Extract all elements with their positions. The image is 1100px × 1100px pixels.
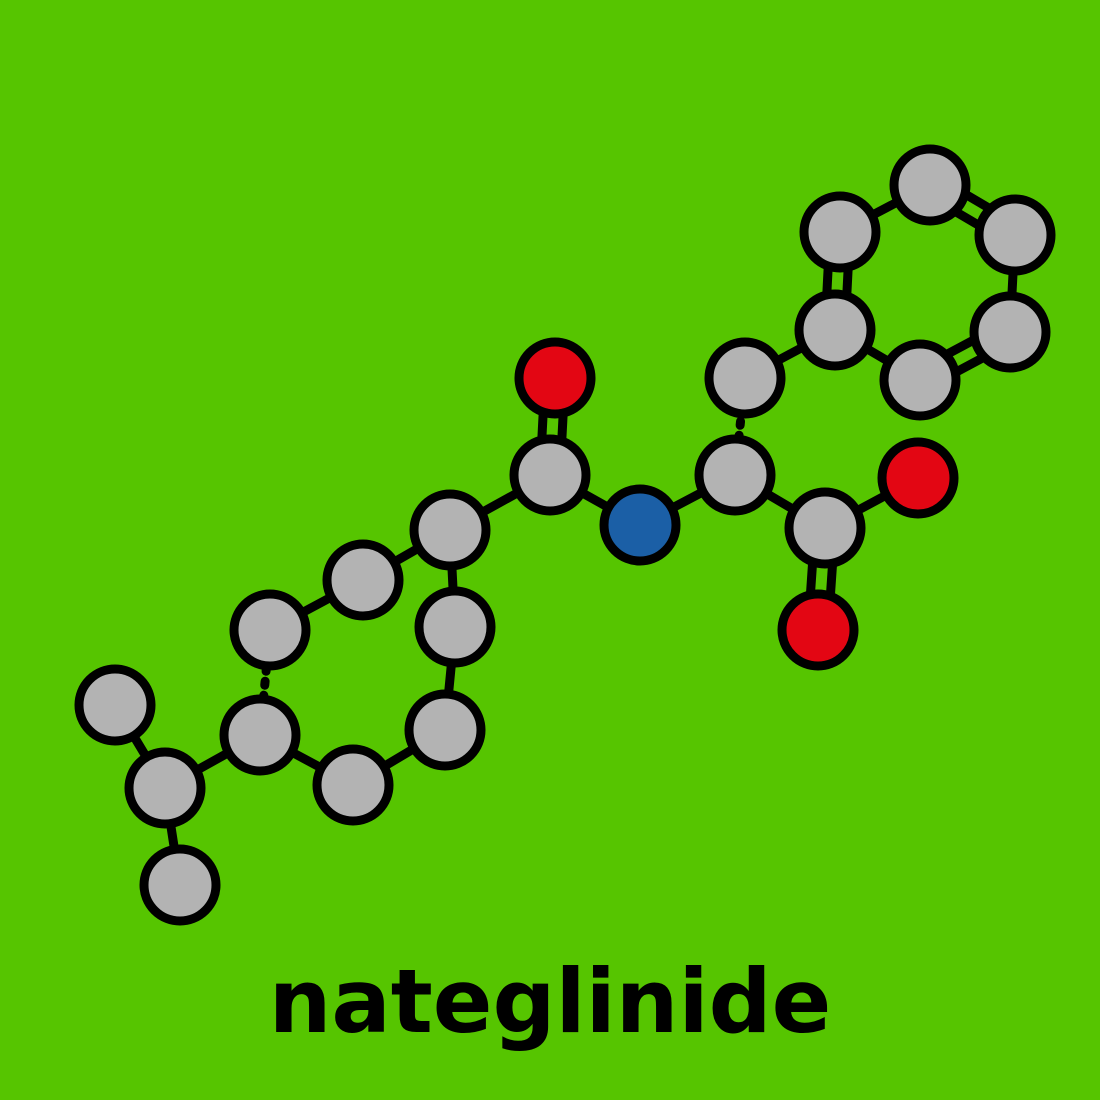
atom-c [144, 849, 216, 921]
atom-c [79, 669, 151, 741]
molecule-name-label: nateglinide [0, 950, 1100, 1053]
atom-c [409, 694, 481, 766]
atom-c [894, 149, 966, 221]
atom-c [514, 439, 586, 511]
atom-c [804, 196, 876, 268]
bond-double [827, 267, 828, 293]
atom-c [979, 199, 1051, 271]
bond-double [947, 340, 973, 354]
atom-c [699, 439, 771, 511]
bond-dashed [263, 666, 266, 699]
bond-double [956, 212, 979, 225]
bond-single [292, 752, 322, 768]
molecule-diagram: nateglinide [0, 0, 1100, 1100]
bond-double [966, 195, 989, 208]
bond-single [766, 493, 794, 509]
atom-c [129, 752, 201, 824]
atom-c [327, 544, 399, 616]
bond-single [581, 492, 608, 507]
bond-single [384, 748, 414, 766]
bond-double [542, 413, 543, 438]
molecule-svg [0, 0, 1100, 1100]
atom-o [782, 594, 854, 666]
atom-c [789, 492, 861, 564]
bond-single [448, 663, 451, 694]
atom-c [709, 342, 781, 414]
bond-double [810, 563, 812, 593]
bond-single [196, 753, 228, 771]
atom-c [799, 294, 871, 366]
atom-c [419, 591, 491, 663]
bond-double [562, 414, 563, 439]
bond-double [830, 565, 832, 595]
atom-c [884, 344, 956, 416]
bond-single [302, 597, 332, 613]
atom-o [519, 342, 591, 414]
bond-single [482, 492, 519, 512]
atom-c [317, 749, 389, 821]
atom-c [414, 494, 486, 566]
atom-c [234, 594, 306, 666]
atom-c [224, 699, 296, 771]
atom-n [604, 489, 676, 561]
atom-c [974, 296, 1046, 368]
bond-single [672, 492, 703, 508]
bond-single [857, 495, 887, 511]
atoms-layer [79, 149, 1051, 921]
bond-double [847, 268, 848, 294]
atom-o [882, 442, 954, 514]
bond-double [956, 358, 982, 372]
